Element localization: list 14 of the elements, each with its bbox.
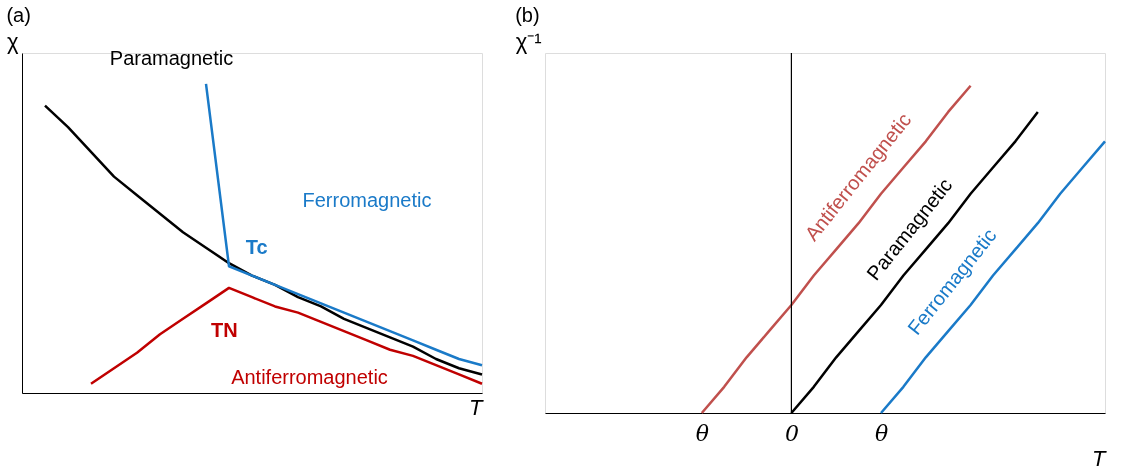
x-axis-title: T xyxy=(1092,445,1108,471)
y-axis-title: χ⁻¹ xyxy=(515,28,542,54)
annotation: Tc xyxy=(245,235,268,258)
y-axis-title: χ xyxy=(6,28,19,54)
x-axis-title: T xyxy=(469,394,485,420)
x-tick-label: θ xyxy=(874,420,889,446)
series-label: Antiferromagnetic xyxy=(231,365,388,388)
text: Ferromagnetic xyxy=(302,189,432,212)
chart-title: (b) xyxy=(515,4,540,26)
annotation: TN xyxy=(211,319,238,342)
x-tick-label: θ xyxy=(695,420,709,446)
chart-title: (a) xyxy=(6,4,31,26)
x-tick-label: 0 xyxy=(784,420,799,446)
text: Paramagnetic xyxy=(109,47,234,70)
